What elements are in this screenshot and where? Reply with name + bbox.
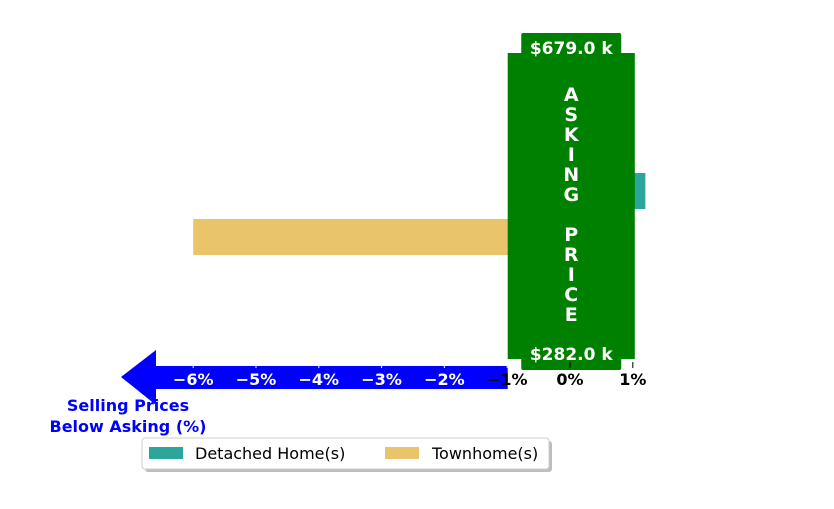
below-asking-arrow-shape [121, 350, 508, 405]
bar-townhome-s [193, 219, 570, 255]
asking-price-letter: P [564, 224, 578, 246]
legend-label-detached: Detached Home(s) [195, 444, 345, 463]
asking-price-letter: N [563, 164, 579, 186]
bottom-price-label: $282.0 k [530, 345, 614, 365]
asking-price-letter: I [568, 144, 575, 166]
asking-price-letter: K [564, 124, 580, 146]
asking-price-letter: I [568, 264, 575, 286]
x-axis: −6% −5% −4% −3% −2% −1% 0% 1% [173, 362, 646, 389]
asking-price-letter: R [564, 244, 579, 266]
top-price-tab [521, 33, 622, 63]
legend-label-townhome: Townhome(s) [431, 444, 538, 463]
asking-price-letter: S [564, 104, 578, 126]
asking-price-letter: A [564, 84, 579, 106]
legend-box [141, 437, 550, 470]
asking-price-letter: C [564, 284, 578, 306]
x-tick-label: −3% [361, 370, 402, 389]
legend-swatch-detached [149, 447, 183, 459]
below-asking-label-line1: Selling Prices [67, 396, 189, 415]
x-tick-label: −4% [299, 370, 340, 389]
asking-price-band-rect [507, 53, 635, 359]
legend-swatch-townhome [385, 447, 419, 459]
asking-price-letter: E [565, 304, 578, 326]
legend: Detached Home(s) Townhome(s) [141, 437, 552, 472]
below-asking-label-line2: Below Asking (%) [50, 417, 207, 436]
top-price-label: $679.0 k [530, 39, 614, 59]
x-tick-label: 1% [619, 370, 646, 389]
x-tick-label: 0% [556, 370, 583, 389]
x-tick-label: −2% [424, 370, 465, 389]
asking-price-letter: G [563, 184, 579, 206]
x-tick-label: −1% [487, 370, 528, 389]
below-asking-arrow [121, 350, 508, 405]
bottom-price-tab [521, 340, 622, 370]
x-tick-label: −6% [173, 370, 214, 389]
x-tick-label: −5% [236, 370, 277, 389]
